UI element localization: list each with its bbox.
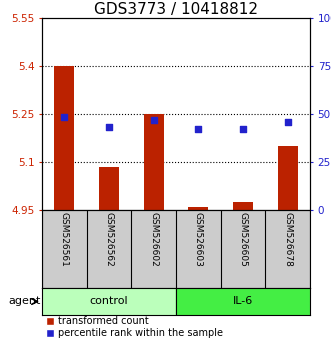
Text: GSM526561: GSM526561 <box>60 212 69 267</box>
Point <box>240 126 246 132</box>
Bar <box>54 66 74 210</box>
Point <box>285 119 290 125</box>
Bar <box>42 288 176 315</box>
Text: IL-6: IL-6 <box>233 297 253 307</box>
Text: GSM526603: GSM526603 <box>194 212 203 267</box>
Text: GSM526678: GSM526678 <box>283 212 292 267</box>
Point <box>62 114 67 120</box>
Bar <box>99 167 119 210</box>
Text: control: control <box>90 297 128 307</box>
Point <box>106 125 112 130</box>
Point <box>196 126 201 132</box>
Text: agent: agent <box>9 297 41 307</box>
Bar <box>188 207 209 210</box>
Point <box>151 117 156 122</box>
Text: GSM526605: GSM526605 <box>239 212 248 267</box>
Bar <box>144 114 164 210</box>
Text: GSM526562: GSM526562 <box>105 212 114 267</box>
Legend: transformed count, percentile rank within the sample: transformed count, percentile rank withi… <box>47 316 222 338</box>
Bar <box>176 288 310 315</box>
Bar <box>278 146 298 210</box>
Bar <box>233 202 253 210</box>
Text: GSM526602: GSM526602 <box>149 212 158 267</box>
Title: GDS3773 / 10418812: GDS3773 / 10418812 <box>94 2 258 17</box>
